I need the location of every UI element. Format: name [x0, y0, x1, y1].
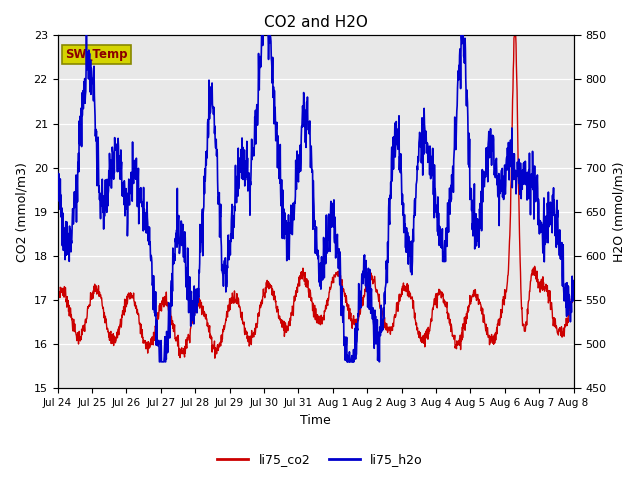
Legend: li75_co2, li75_h2o: li75_co2, li75_h2o — [212, 448, 428, 471]
X-axis label: Time: Time — [300, 414, 331, 427]
Title: CO2 and H2O: CO2 and H2O — [264, 15, 367, 30]
Text: SW_Temp: SW_Temp — [65, 48, 128, 60]
Y-axis label: H2O (mmol/m3): H2O (mmol/m3) — [612, 162, 625, 262]
Y-axis label: CO2 (mmol/m3): CO2 (mmol/m3) — [15, 162, 28, 262]
